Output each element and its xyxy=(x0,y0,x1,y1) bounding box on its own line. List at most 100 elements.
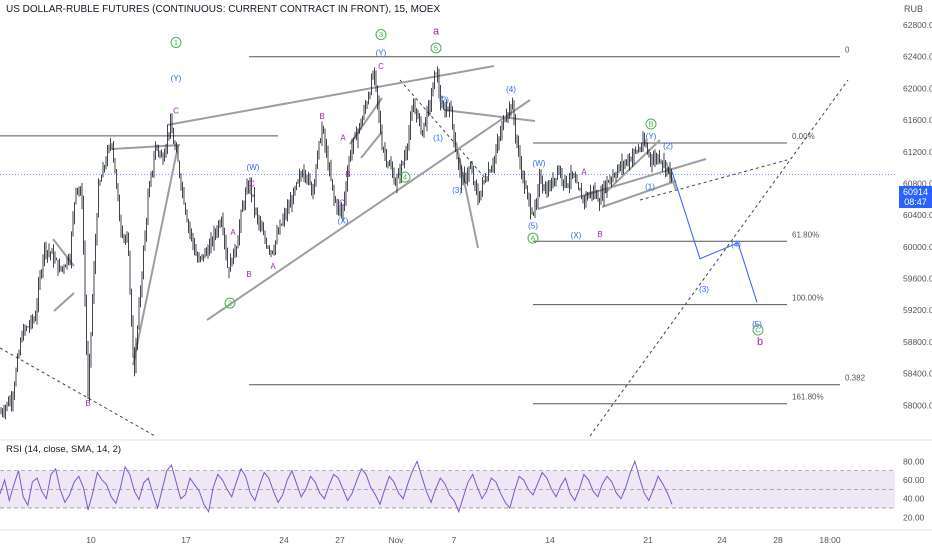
wave-label: (Y) xyxy=(376,49,387,58)
time-tick-label: Nov xyxy=(388,535,404,545)
trend-line xyxy=(601,180,677,208)
wave-label-circle xyxy=(527,232,539,244)
wave-label-circle xyxy=(399,171,411,183)
trend-line xyxy=(443,109,536,122)
last-price-tag: 60914 08:47 xyxy=(899,186,932,208)
wave-label: A xyxy=(581,168,587,177)
time-tick-label: 7 xyxy=(452,535,457,545)
trend-line xyxy=(665,161,677,191)
wave-label: (W) xyxy=(247,163,260,172)
time-axis: 10 17 24 27 Nov 7 14 21 24 28 18:00 xyxy=(86,535,841,545)
level-label: 0 xyxy=(845,46,850,55)
rsi-panel: 20.00 40.00 60.00 80.00 xyxy=(0,456,925,522)
trend-line xyxy=(360,131,383,159)
wave-label: A xyxy=(230,228,236,237)
wave-label: C xyxy=(173,107,179,116)
wave-label: C xyxy=(378,62,384,71)
wave-label: 5 xyxy=(434,44,438,53)
wave-label: C xyxy=(339,198,345,207)
wave-label: (3) xyxy=(452,186,462,195)
last-price-value: 60914 xyxy=(902,187,929,197)
wave-label: (5) xyxy=(528,221,538,230)
level-label: 0.00% xyxy=(792,132,815,141)
time-tick-label: 10 xyxy=(86,535,96,545)
wave-label-circle xyxy=(752,324,764,336)
wave-label: (X) xyxy=(571,231,582,240)
price-tick-label: 59600.00 xyxy=(903,274,932,284)
time-tick-label: 17 xyxy=(181,535,191,545)
time-tick-label: 28 xyxy=(773,535,783,545)
wave-label: (1) xyxy=(645,183,655,192)
price-tick-label: 62800.00 xyxy=(903,20,932,30)
wave-label: (2) xyxy=(663,141,673,150)
wave-label: A xyxy=(270,262,276,271)
price-tick-label: 58000.00 xyxy=(903,400,932,410)
trend-line xyxy=(53,292,75,312)
wave-label: (Y) xyxy=(646,132,657,141)
price-tick-label: 59200.00 xyxy=(903,305,932,315)
price-tick-label: 60400.00 xyxy=(903,210,932,220)
price-tick-label: 60800.00 xyxy=(903,178,932,188)
price-tick-label: 62400.00 xyxy=(903,52,932,62)
rsi-tick-label: 60.00 xyxy=(903,475,925,485)
wave-labels: (3) (4) (5) 1 (Y) C 3 (Y) Ca 5 (2) (1) 4 B A B C (X) (W) C A… xyxy=(85,25,764,408)
wave-label: 1 xyxy=(174,38,178,47)
price-tick-label: 60000.00 xyxy=(903,242,932,252)
wave-label: B xyxy=(345,170,350,179)
wave-label: A xyxy=(340,134,346,143)
level-lines: 0 0.00% 61.80% 100.00% 0.382 161.80% xyxy=(0,46,895,405)
projection-wave-label: (5) xyxy=(752,320,762,329)
time-tick-label: 24 xyxy=(279,535,289,545)
level-label: 161.80% xyxy=(792,393,824,402)
wave-label-circle xyxy=(645,118,657,130)
wave-label-circle xyxy=(170,36,182,48)
wave-label: 4 xyxy=(403,173,407,182)
level-label: 0.382 xyxy=(845,374,866,383)
wave-label: C xyxy=(249,179,255,188)
price-tick-label: 61600.00 xyxy=(903,115,932,125)
dashed-channel-line xyxy=(0,347,156,437)
wave-label-circle xyxy=(375,29,387,41)
wave-label: B xyxy=(648,120,653,129)
rsi-tick-label: 80.00 xyxy=(903,456,925,466)
countdown-timer: 08:47 xyxy=(904,197,927,207)
time-tick-label: 27 xyxy=(335,535,345,545)
trend-line xyxy=(166,65,495,126)
wave-label: B xyxy=(246,270,251,279)
rsi-line xyxy=(0,459,673,514)
wave-label: a xyxy=(433,25,440,37)
wave-label: B xyxy=(319,112,324,121)
rsi-tick-label: 40.00 xyxy=(903,494,925,504)
rsi-title: RSI (14, close, SMA, 14, 2) xyxy=(6,444,122,455)
grid xyxy=(0,439,932,531)
trend-lines xyxy=(0,65,849,437)
wave-label: (4) xyxy=(506,85,516,94)
dashed-projection-line xyxy=(589,79,849,437)
candles xyxy=(0,66,672,420)
wave-label-circle xyxy=(224,297,236,309)
wave-label: (X) xyxy=(338,217,349,226)
time-tick-label: 21 xyxy=(643,535,653,545)
rsi-tick-label: 20.00 xyxy=(903,512,925,522)
projection-wave-label: (3) xyxy=(699,285,709,294)
price-axis: 58000.00 58400.00 58800.00 59200.00 59600.00… xyxy=(903,20,932,410)
price-tick-label: 62000.00 xyxy=(903,83,932,93)
currency-label: RUB xyxy=(904,4,924,14)
level-label: 61.80% xyxy=(792,230,819,239)
projection-wave-label: (4) xyxy=(731,240,741,249)
time-tick-label: 14 xyxy=(545,535,555,545)
level-label: 100.00% xyxy=(792,294,824,303)
wave-label: 2 xyxy=(228,299,232,308)
wave-label: A xyxy=(530,234,535,243)
wave-projection-line xyxy=(671,171,758,303)
chart-title: US DOLLAR-RUBLE FUTURES (CONTINUOUS: CUR… xyxy=(6,4,441,15)
trend-line xyxy=(132,145,179,366)
trend-line xyxy=(537,158,707,210)
wave-label: B xyxy=(597,230,602,239)
trend-line xyxy=(206,99,531,321)
wave-label: (W) xyxy=(533,159,546,168)
time-tick-label: 18:00 xyxy=(819,535,841,545)
wave-label: (2) xyxy=(439,95,449,104)
